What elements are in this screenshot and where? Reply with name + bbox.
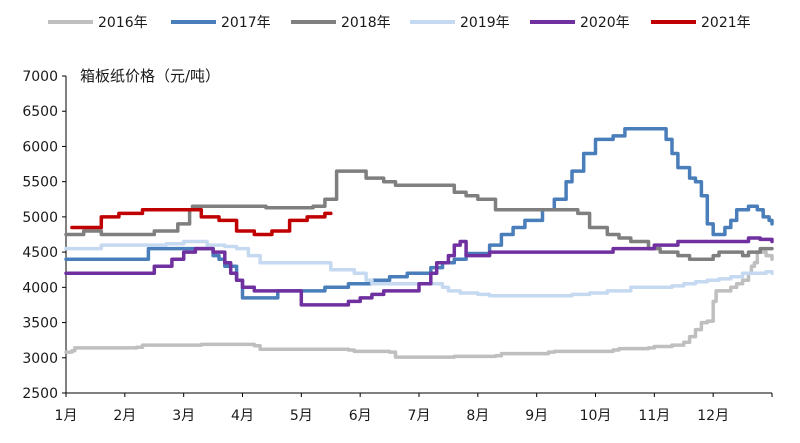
y-tick-label: 7000 <box>22 69 58 85</box>
y-tick-label: 2500 <box>22 386 58 402</box>
y-axis-ticks: 2500 3000 3500 4000 4500 5000 5500 6000 6500 7000 <box>22 69 66 402</box>
legend-item: 2019年 <box>410 15 510 31</box>
x-tick-label: 9月 <box>525 408 548 424</box>
x-tick-label: 12月 <box>697 408 729 424</box>
x-axis-ticks: 1月 2月 3月 4月 5月 6月 7月 8月 9月 10月 11月 12月 <box>55 393 773 424</box>
series-line-2021年 <box>70 208 333 237</box>
axes: 2500 3000 3500 4000 4500 5000 5500 6000 6500 7000… <box>22 69 773 424</box>
legend-label: 2016年 <box>98 15 148 31</box>
legend-label: 2019年 <box>460 15 510 31</box>
legend-label: 2021年 <box>701 15 751 31</box>
legend-item: 2018年 <box>291 15 391 31</box>
x-tick-label: 8月 <box>466 408 489 424</box>
series-line-2019年 <box>64 239 774 298</box>
series-line-2020年 <box>64 236 774 307</box>
series-line-2016年 <box>64 250 774 359</box>
y-tick-label: 4000 <box>22 280 58 296</box>
legend-label: 2020年 <box>580 15 630 31</box>
x-tick-label: 3月 <box>172 408 195 424</box>
legend-label: 2018年 <box>341 15 391 31</box>
legend-label: 2017年 <box>221 15 271 31</box>
y-tick-label: 3500 <box>22 316 58 332</box>
x-tick-label: 7月 <box>408 408 431 424</box>
x-tick-label: 6月 <box>349 408 372 424</box>
legend-item: 2020年 <box>530 15 630 31</box>
x-tick-label: 1月 <box>55 408 78 424</box>
x-tick-label: 11月 <box>638 408 670 424</box>
x-tick-label: 10月 <box>580 408 612 424</box>
y-tick-label: 6000 <box>22 139 58 155</box>
chart-title: 箱板纸价格（元/吨） <box>80 67 220 85</box>
x-tick-label: 5月 <box>290 408 313 424</box>
y-tick-label: 5500 <box>22 175 58 191</box>
x-tick-label: 2月 <box>113 408 136 424</box>
plot-area <box>64 127 774 359</box>
legend-item: 2021年 <box>651 15 751 31</box>
legend: 2016年 2017年 2018年 2019年 2020年 2021年 <box>48 15 751 31</box>
y-tick-label: 3000 <box>22 351 58 367</box>
x-tick-label: 4月 <box>231 408 254 424</box>
y-tick-label: 6500 <box>22 104 58 120</box>
legend-item: 2017年 <box>171 15 271 31</box>
y-tick-label: 5000 <box>22 210 58 226</box>
legend-item: 2016年 <box>48 15 148 31</box>
series-line-2017年 <box>64 127 774 300</box>
y-tick-label: 4500 <box>22 245 58 261</box>
